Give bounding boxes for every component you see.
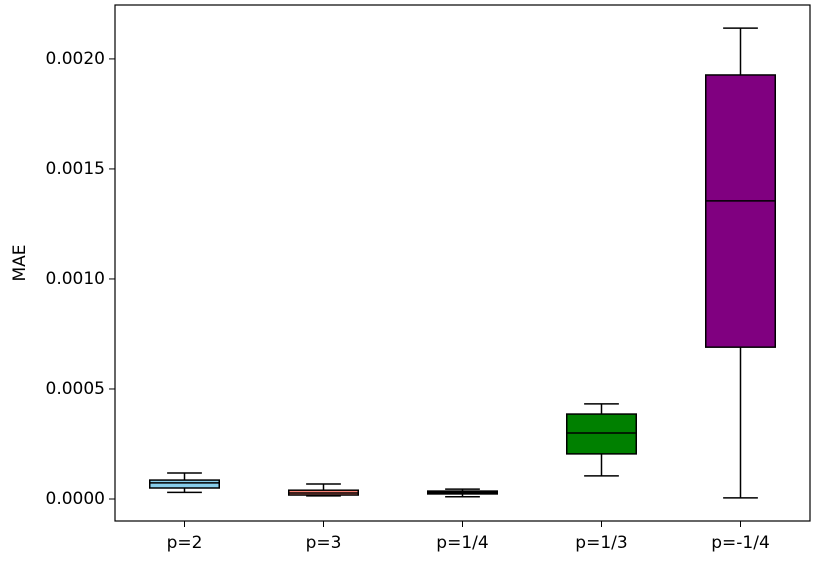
x-tick-label: p=2 bbox=[167, 533, 203, 553]
y-tick-label: 0.0005 bbox=[46, 379, 105, 399]
x-tick-label: p=-1/4 bbox=[711, 533, 770, 553]
y-tick-label: 0.0000 bbox=[46, 489, 105, 509]
y-tick-label: 0.0020 bbox=[46, 49, 105, 69]
y-tick-label: 0.0010 bbox=[46, 269, 105, 289]
box bbox=[149, 479, 220, 489]
box bbox=[705, 74, 776, 348]
y-axis-label: MAE bbox=[10, 244, 30, 281]
x-tick-label: p=3 bbox=[306, 533, 342, 553]
y-tick-label: 0.0015 bbox=[46, 159, 105, 179]
box bbox=[566, 413, 637, 455]
x-tick-label: p=1/4 bbox=[436, 533, 488, 553]
x-tick-label: p=1/3 bbox=[575, 533, 627, 553]
